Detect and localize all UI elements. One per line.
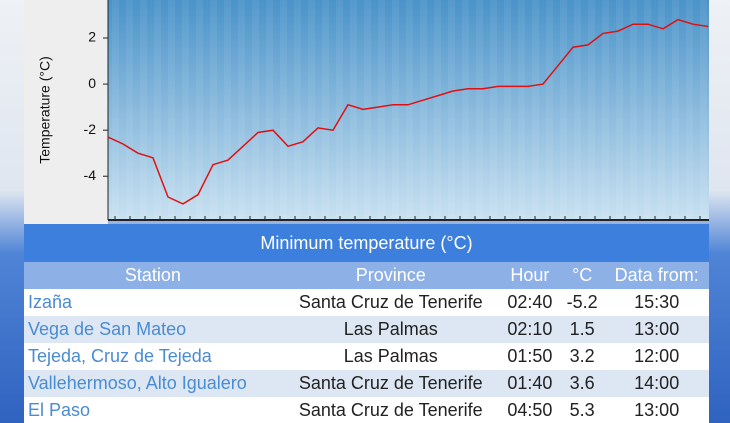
table-title: Minimum temperature (°C): [24, 224, 709, 262]
cell: 3.2: [560, 343, 605, 370]
cell: -5.2: [560, 289, 605, 316]
station-link[interactable]: Vallehermoso, Alto Igualero: [24, 370, 282, 397]
y-tick-label: -2: [84, 121, 97, 137]
cell: Las Palmas: [281, 343, 500, 370]
station-link[interactable]: Tejeda, Cruz de Tejeda: [24, 343, 282, 370]
y-tick-label: -4: [84, 167, 97, 183]
cell: Santa Cruz de Tenerife: [281, 397, 500, 423]
table-row: Tejeda, Cruz de Tejeda Las Palmas 01:50 3.2…: [24, 343, 709, 370]
cell: 01:50: [499, 343, 561, 370]
y-axis-label: Temperature (°C): [37, 56, 53, 164]
cell: Santa Cruz de Tenerife: [281, 370, 500, 397]
cell: 13:00: [604, 397, 709, 423]
cell: 14:00: [604, 370, 709, 397]
station-link[interactable]: El Paso: [24, 397, 282, 423]
chart: Temperature (°C) 2 0 -2 -4: [24, 0, 709, 224]
cell: 15:30: [604, 289, 709, 316]
column-header: Hour: [499, 262, 561, 289]
table-row: Vega de San Mateo Las Palmas 02:10 1.5 13:00: [24, 316, 709, 343]
cell: 5.3: [560, 397, 605, 423]
cell: 3.6: [560, 370, 605, 397]
table: Minimum temperature (°C) Station Province H…: [24, 224, 709, 423]
table-row: Izaña Santa Cruz de Tenerife 02:40 -5.2 15:3…: [24, 289, 709, 316]
cell: 1.5: [560, 316, 605, 343]
y-tick-label: 0: [88, 75, 96, 91]
plot-stripes: [108, 0, 709, 220]
column-header: Province: [281, 262, 500, 289]
station-link[interactable]: Vega de San Mateo: [24, 316, 282, 343]
table-row: Vallehermoso, Alto Igualero Santa Cruz de…: [24, 370, 709, 397]
cell: 04:50: [499, 397, 561, 423]
column-header: Data from:: [604, 262, 709, 289]
column-header: °C: [560, 262, 605, 289]
cell: 02:40: [499, 289, 561, 316]
station-link[interactable]: Izaña: [24, 289, 282, 316]
cell: 12:00: [604, 343, 709, 370]
table-title-row: Minimum temperature (°C): [24, 224, 709, 262]
axis-panel: [24, 0, 108, 224]
column-header: Station: [24, 262, 282, 289]
cell: Santa Cruz de Tenerife: [281, 289, 500, 316]
table-row: El Paso Santa Cruz de Tenerife 04:50 5.3 13:…: [24, 397, 709, 423]
temperature-line: [107, 18, 709, 205]
cell: Las Palmas: [281, 316, 500, 343]
y-tick-label: 2: [88, 29, 96, 45]
header-row: Station Province Hour °C Data from:: [24, 262, 709, 289]
cell: 01:40: [499, 370, 561, 397]
cell: 02:10: [499, 316, 561, 343]
cell: 13:00: [604, 316, 709, 343]
